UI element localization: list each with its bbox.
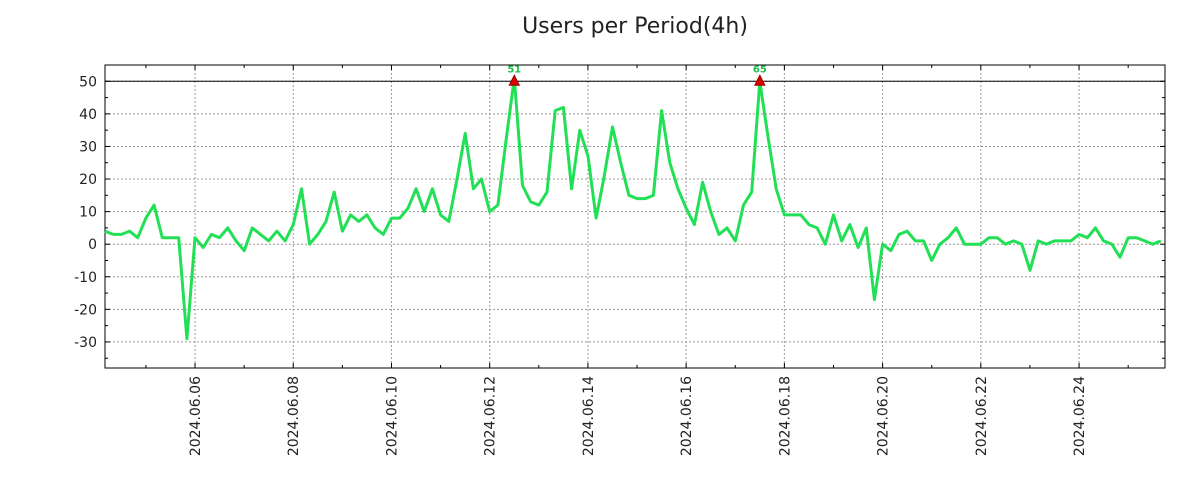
x-tick-label: 2024.06.18 — [777, 376, 793, 456]
x-tick-label: 2024.06.16 — [679, 376, 695, 456]
y-axis-ticks: -30 -20 -10 0 10 20 30 40 50 — [74, 64, 1165, 359]
x-tick-label: 2024.06.14 — [581, 376, 597, 456]
x-tick-label: 2024.06.22 — [974, 376, 990, 456]
peak-marker — [754, 74, 766, 86]
peak-marker — [508, 74, 521, 86]
y-tick-label: -20 — [74, 302, 97, 318]
y-tick-label: -10 — [74, 270, 97, 286]
y-tick-label: 20 — [79, 172, 97, 188]
y-tick-label: 0 — [88, 237, 97, 253]
y-tick-label: 10 — [79, 205, 97, 221]
peak-markers: 51 65 — [507, 64, 767, 86]
x-tick-label: 2024.06.20 — [876, 376, 892, 456]
peak-label: 51 — [507, 64, 521, 75]
y-tick-label: 50 — [79, 74, 97, 90]
series-line-users — [104, 76, 1162, 341]
x-tick-label: 2024.06.06 — [188, 376, 204, 456]
x-tick-label: 2024.06.08 — [286, 376, 302, 456]
x-tick-label: 2024.06.10 — [384, 376, 400, 456]
y-tick-label: 40 — [79, 107, 97, 123]
grid — [105, 65, 1165, 368]
peak-label: 65 — [753, 64, 767, 75]
plot-frame — [104, 64, 1166, 369]
x-tick-label: 2024.06.12 — [483, 376, 499, 456]
y-tick-label: 30 — [79, 139, 97, 155]
x-tick-label: 2024.06.24 — [1072, 376, 1088, 456]
chart-title: Users per Period(4h) — [522, 14, 748, 39]
x-axis-ticks: 2024.06.06 2024.06.08 2024.06.10 2024.06.12… — [145, 65, 1129, 456]
y-tick-label: -30 — [74, 335, 97, 351]
